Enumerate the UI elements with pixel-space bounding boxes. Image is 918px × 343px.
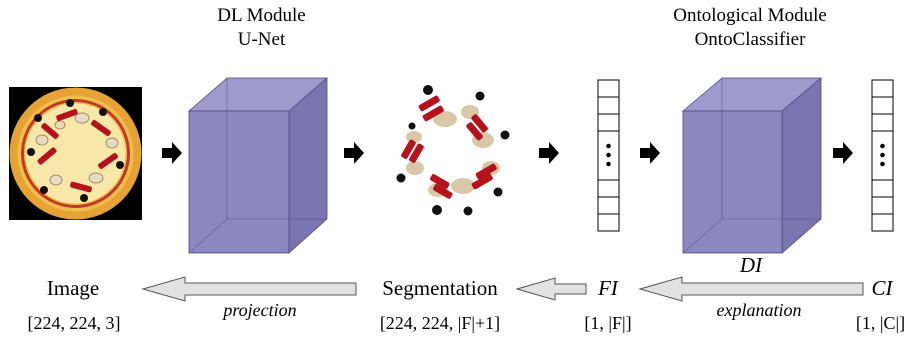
explanation-arrow [638, 276, 864, 302]
onto-module-title: Ontological Module OntoClassifier [635, 4, 865, 52]
image-dim: [224, 224, 3] [27, 313, 121, 333]
projection-arrow [141, 276, 357, 302]
projection-label: projection [223, 300, 297, 320]
arrow-icon [833, 142, 853, 164]
arrow-icon [640, 142, 660, 164]
dl-module-cube [187, 77, 329, 254]
explanation-arrows [141, 276, 864, 302]
ci-vector [871, 79, 894, 232]
input-image [9, 87, 142, 220]
segmentation-fi-arrow [515, 277, 587, 301]
di-label: DI [739, 253, 763, 277]
segmentation-mask [396, 85, 510, 216]
dl-module-title: DL Module U-Net [194, 4, 329, 52]
segmentation-label: Segmentation [382, 276, 498, 300]
ontological-module-cube [681, 77, 823, 254]
image-label: Image [46, 276, 100, 300]
arrow-icon [162, 142, 182, 164]
fi-label: FI [598, 276, 618, 300]
arrow-icon [344, 142, 364, 164]
arrow-icon [539, 142, 559, 164]
explanation-label: explanation [716, 300, 802, 320]
dl-module-model: U-Net [237, 29, 286, 50]
ci-dim: [1, |C|] [855, 313, 906, 333]
ci-label: CI [871, 276, 893, 300]
fi-vector [597, 79, 620, 232]
flow-arrows [162, 142, 853, 164]
dl-module-name: DL Module [217, 5, 306, 26]
fi-dim: [1, |F|] [584, 313, 632, 333]
segmentation-dim: [224, 224, |F|+1] [379, 313, 501, 333]
onto-module-name: Ontological Module [673, 5, 827, 26]
onto-module-model: OntoClassifier [694, 29, 806, 50]
